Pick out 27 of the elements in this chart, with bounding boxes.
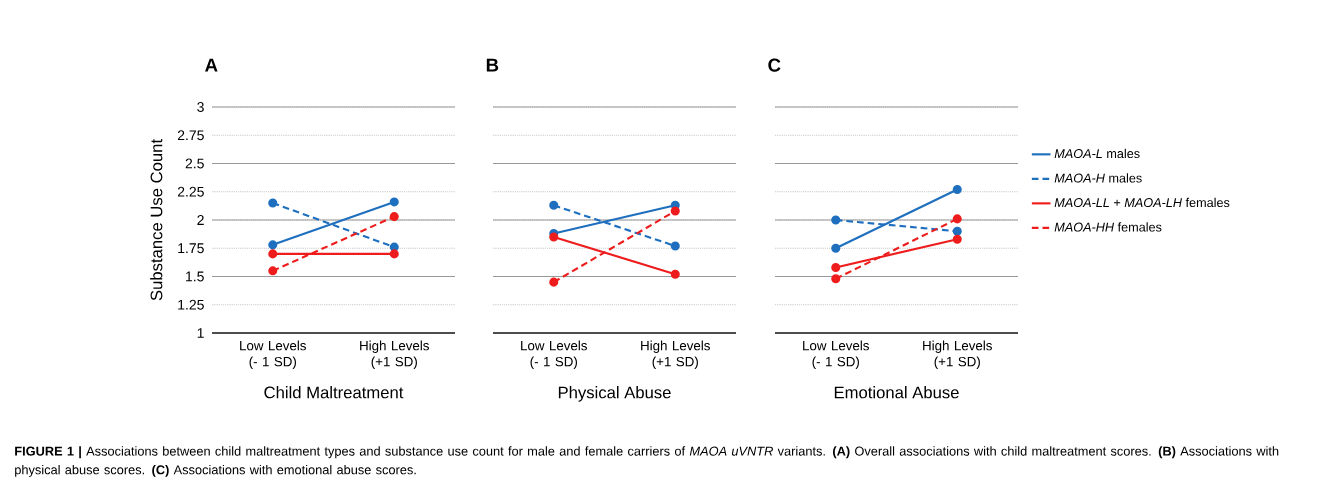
y-tick-label: 1.25 bbox=[178, 299, 204, 310]
y-tick-label: 2 bbox=[197, 215, 204, 225]
chart-title: A bbox=[205, 58, 218, 72]
x-axis-title: Physical Abuse bbox=[558, 386, 671, 402]
y-tick-label: 1 bbox=[197, 328, 204, 338]
text: FIGURE 1 | Associations between child maltreatment types and substance use count for male and female carriers of MAOA uVNTR variants. (A) Overall associations with child maltreatment scores. (B) Associations with physical abuse scores. (C) Associations with emotional abuse scores. bbox=[15, 446, 1279, 477]
y-tick-label: 1.5 bbox=[186, 271, 204, 282]
legend-label: MAOA-HH females bbox=[1054, 222, 1162, 232]
x-tick-label: Low Levels (- 1 SD) bbox=[521, 340, 587, 369]
y-tick-label: 3 bbox=[197, 102, 204, 112]
legend-label: MAOA-L males bbox=[1054, 148, 1140, 159]
x-tick-label: High Levels (+1 SD) bbox=[641, 340, 710, 369]
x-tick-label: High Levels (+1 SD) bbox=[360, 340, 429, 369]
x-tick-label: Low Levels (- 1 SD) bbox=[803, 340, 869, 369]
y-tick-label: 2.25 bbox=[177, 186, 204, 197]
x-tick-label: High Levels (+1 SD) bbox=[923, 340, 992, 369]
chart-title: C bbox=[768, 58, 781, 72]
chart-title: B bbox=[486, 58, 499, 72]
y-tick-label: 1.75 bbox=[178, 243, 204, 254]
y-tick-label: 2.5 bbox=[185, 158, 204, 169]
x-tick-label: Low Levels (- 1 SD) bbox=[240, 340, 306, 369]
legend-label: MAOA-LL + MAOA-LH females bbox=[1054, 197, 1230, 208]
y-tick-label: 2.75 bbox=[177, 130, 204, 141]
x-axis-title: Emotional Abuse bbox=[834, 386, 959, 399]
x-axis-title: Child Maltreatment bbox=[264, 386, 404, 399]
legend-label: MAOA-H males bbox=[1054, 173, 1142, 183]
y-axis-title: Substance Use Count bbox=[150, 139, 163, 301]
